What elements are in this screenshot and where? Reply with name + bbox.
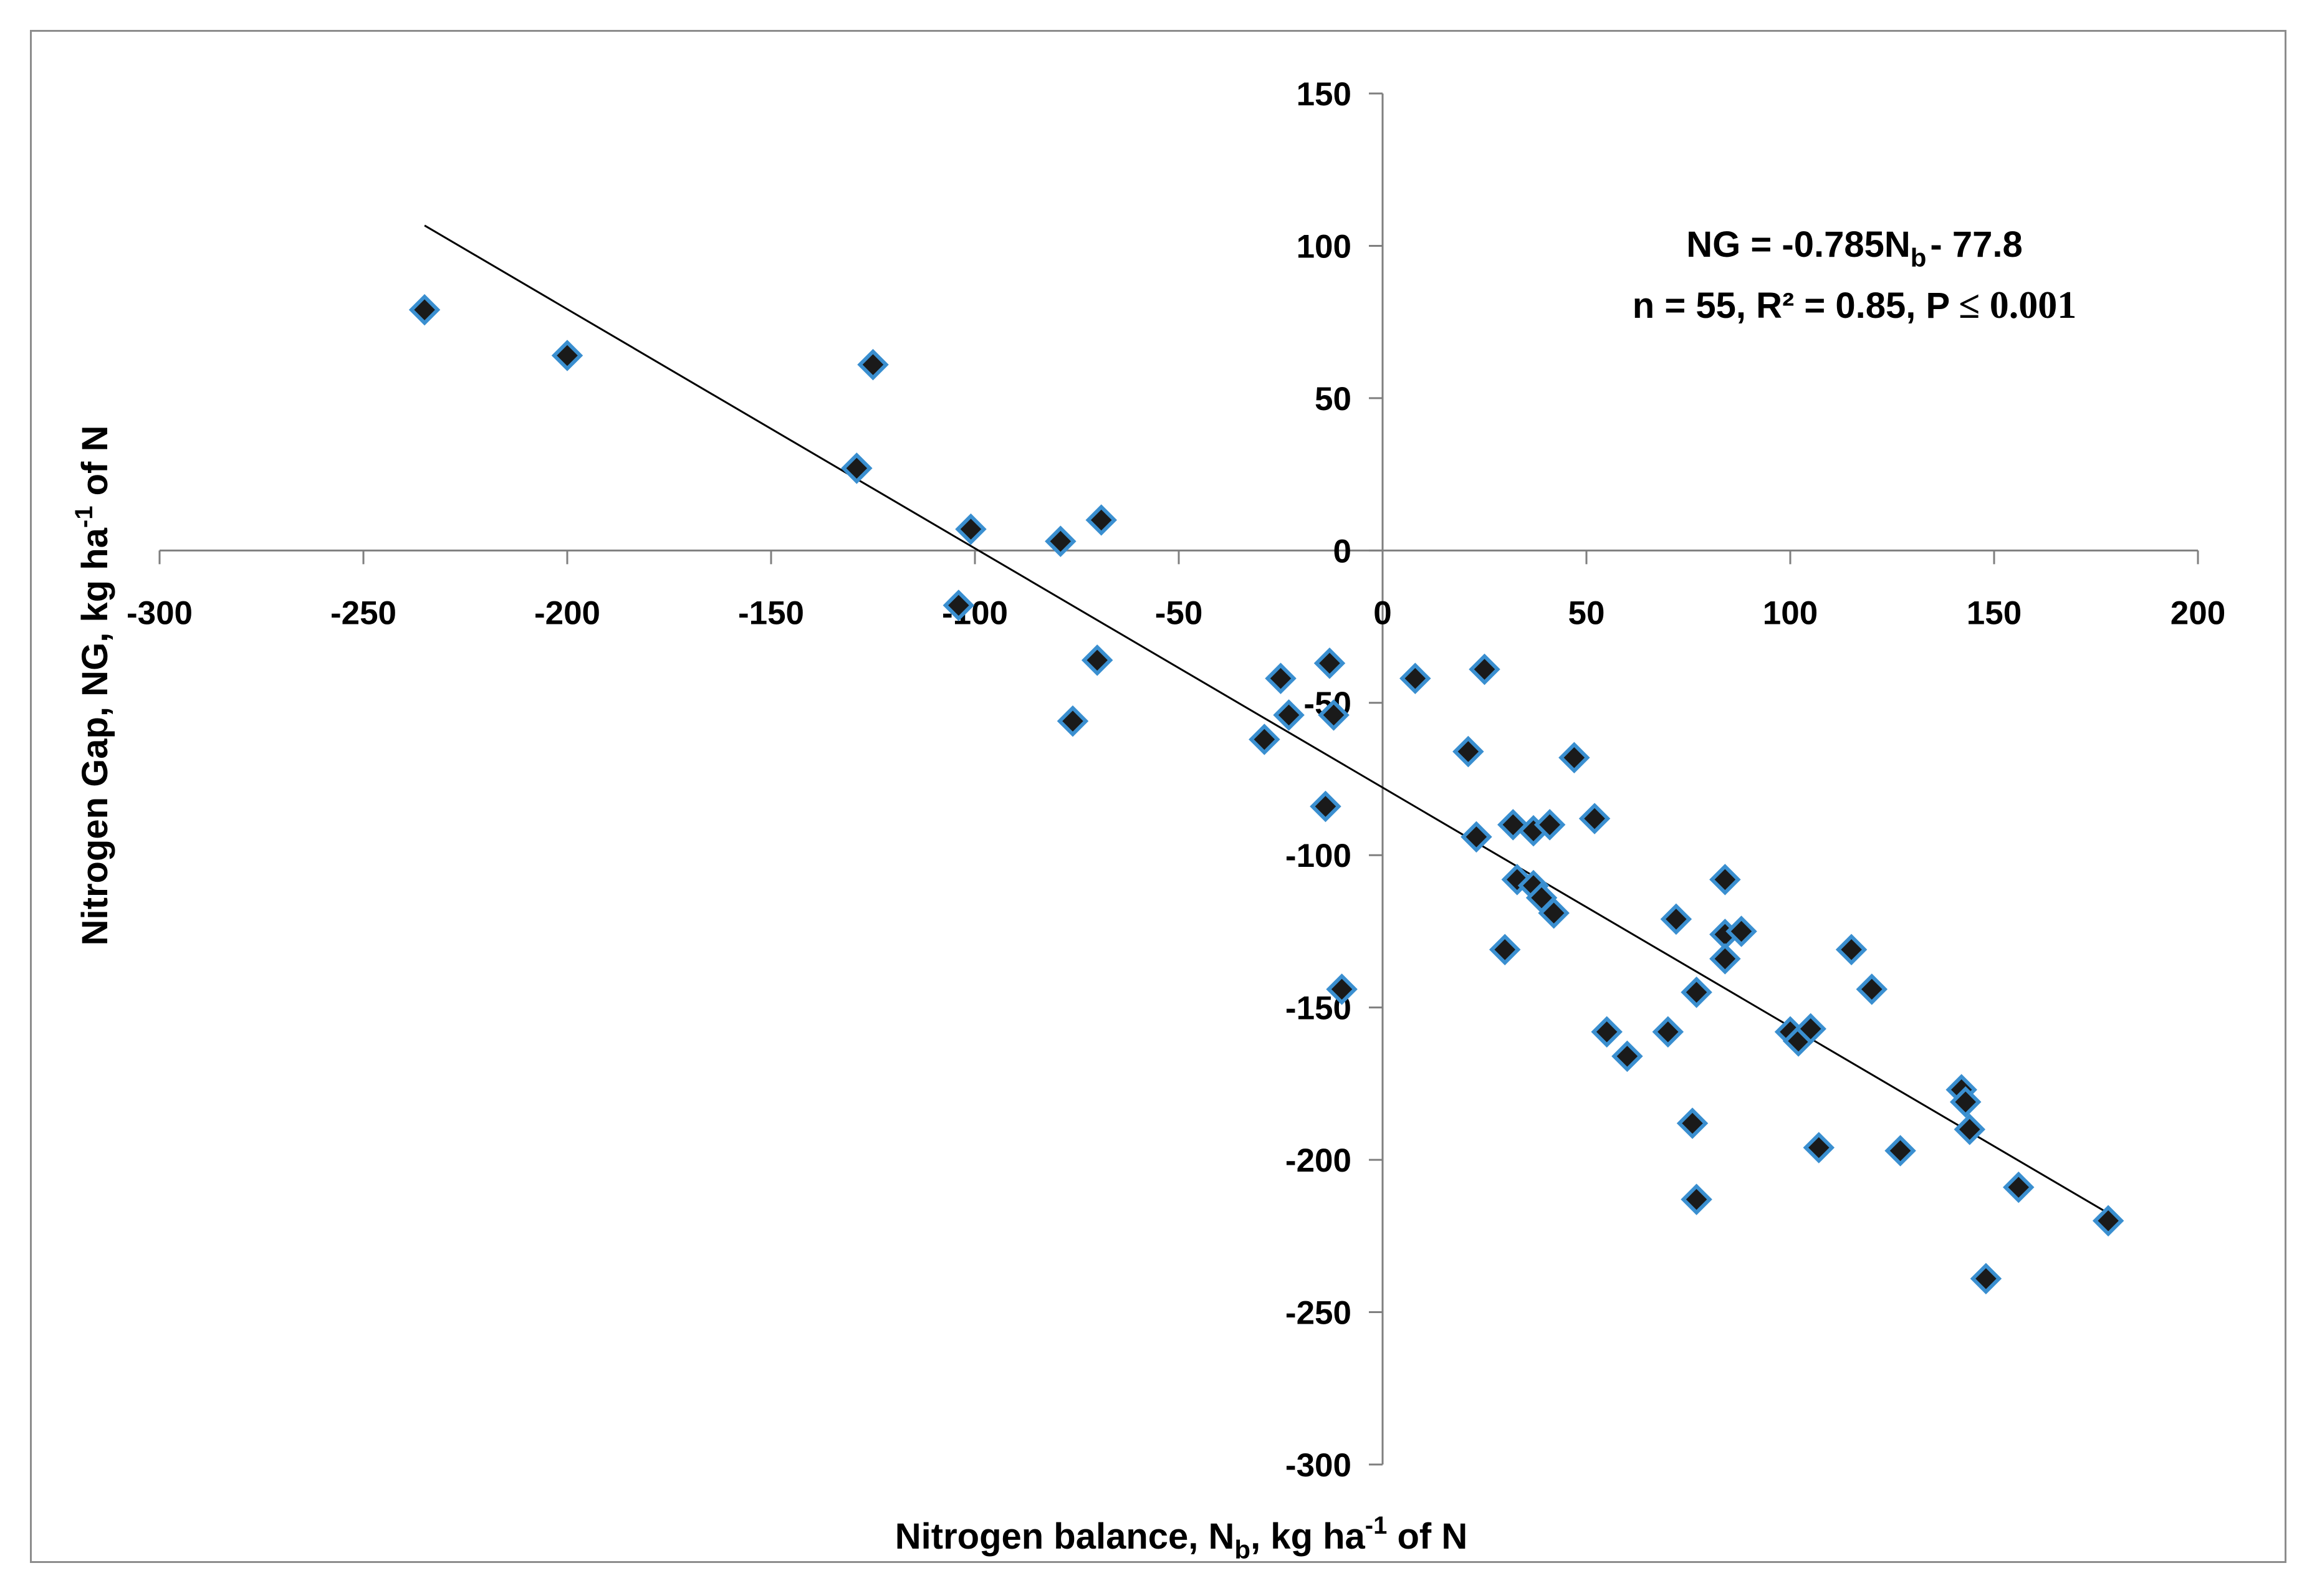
data-point (1326, 973, 1358, 1005)
data-point (1399, 662, 1431, 694)
data-point (943, 590, 975, 621)
data-point (2092, 1205, 2124, 1237)
x-tick-label: 100 (1763, 595, 1818, 631)
data-point (1652, 1016, 1684, 1048)
data-point (1081, 644, 1113, 676)
data-point (1681, 1183, 1712, 1215)
statistics-annotation: n = 55, R² = 0.85, P ≤ 0.001 (1633, 284, 2076, 327)
chart-frame (30, 30, 2286, 1563)
data-point (1313, 647, 1346, 679)
data-point (1591, 1016, 1623, 1048)
y-axis-title: Nitrogen Gap, NG, kg ha-1 of N (70, 426, 115, 946)
data-point (1681, 976, 1712, 1008)
tick-labels: -300 -250 -200 -150 -100 -50 0 50 100 150 200 150 10… (127, 76, 2225, 1484)
data-point (1057, 705, 1089, 737)
data-point (1533, 809, 1566, 841)
trendline (424, 224, 2109, 1215)
data-point (1660, 903, 1692, 935)
data-point (1884, 1135, 1916, 1167)
x-tick-label: 200 (2171, 595, 2225, 631)
data-point (857, 348, 889, 381)
equation-annotation: NG = -0.785Nb - 77.8 (1686, 224, 2022, 272)
y-tick-label: -250 (1285, 1295, 1351, 1332)
x-tick-label: -50 (1155, 595, 1203, 631)
x-tick-label: -300 (127, 595, 193, 631)
trendline-path (424, 224, 2109, 1215)
data-point (1045, 525, 1077, 557)
data-point (1709, 943, 1741, 975)
data-point (1676, 1107, 1709, 1139)
x-tick-label: 50 (1568, 595, 1605, 631)
y-tick-label: 0 (1333, 533, 1351, 570)
data-point (841, 452, 873, 484)
data-point (1318, 699, 1350, 731)
data-point (408, 294, 441, 326)
x-tick-label: 0 (1373, 595, 1391, 631)
data-point (1949, 1086, 1982, 1118)
data-point (2002, 1171, 2035, 1203)
data-point (1085, 504, 1117, 536)
y-tick-label: 150 (1297, 76, 1351, 113)
y-tick-label: 50 (1315, 381, 1351, 418)
y-tick-label: -200 (1285, 1142, 1351, 1179)
data-point (1469, 653, 1500, 686)
data-point (1452, 735, 1484, 768)
data-point (1795, 1013, 1826, 1045)
data-point (1273, 699, 1305, 731)
x-tick-label: 150 (1967, 595, 2022, 631)
data-point (955, 513, 987, 545)
x-tick-label: -150 (738, 595, 804, 631)
data-point (1954, 1113, 1986, 1145)
y-tick-label: 100 (1297, 228, 1351, 265)
data-point (1856, 973, 1888, 1005)
x-axis-title: Nitrogen balance, Nb, kg ha-1 of N (895, 1512, 1467, 1564)
data-point (1970, 1263, 2002, 1295)
data-point (551, 340, 583, 371)
data-point (1835, 934, 1868, 966)
data-point (1709, 864, 1741, 896)
x-tick-label: -200 (534, 595, 600, 631)
data-point (1249, 724, 1280, 755)
data-point (1558, 742, 1590, 774)
data-points (408, 294, 2124, 1295)
tick-marks (158, 92, 2199, 1466)
y-tick-label: -300 (1285, 1447, 1351, 1484)
x-tick-label: -250 (330, 595, 396, 631)
data-point (1725, 915, 1757, 947)
data-point (1803, 1132, 1835, 1164)
data-point (1489, 934, 1521, 966)
data-point (1265, 662, 1297, 694)
data-point (1611, 1040, 1643, 1073)
data-point (1310, 790, 1341, 823)
y-tick-label: -100 (1285, 838, 1351, 874)
data-point (1538, 897, 1570, 929)
data-point (1578, 803, 1611, 834)
data-point (1461, 821, 1492, 853)
